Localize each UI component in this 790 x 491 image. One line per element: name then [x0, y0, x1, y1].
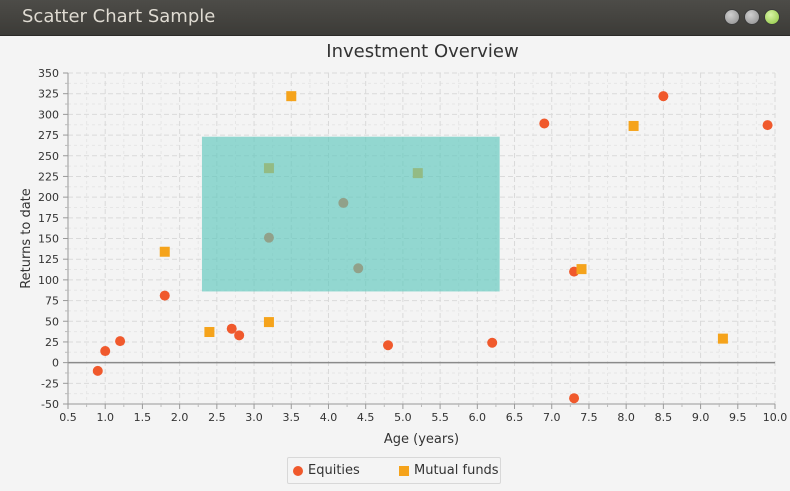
- mutual-funds-point[interactable]: [717, 333, 728, 344]
- y-tick-label: -25: [41, 377, 59, 390]
- x-tick-label: 10.0: [763, 411, 788, 424]
- legend-mutual-funds-label: Mutual funds: [414, 463, 499, 478]
- equities-point[interactable]: [92, 365, 103, 376]
- mutual-funds-point[interactable]: [628, 120, 639, 131]
- highlight-region[interactable]: [201, 136, 500, 292]
- y-tick-label: 0: [52, 357, 59, 370]
- y-tick-label: 125: [38, 253, 59, 266]
- x-tick-label: 9.5: [729, 411, 747, 424]
- x-tick-label: 9.0: [692, 411, 710, 424]
- equities-point[interactable]: [487, 337, 498, 348]
- x-tick-label: 2.0: [171, 411, 189, 424]
- y-tick-label: 100: [38, 274, 59, 287]
- x-tick-label: 6.5: [506, 411, 524, 424]
- mutual-funds-point[interactable]: [204, 327, 215, 338]
- x-tick-label: 0.5: [59, 411, 77, 424]
- y-axis-label: Returns to date: [19, 188, 34, 289]
- equities-point[interactable]: [569, 393, 580, 404]
- y-tick-label: 225: [38, 170, 59, 183]
- x-tick-label: 8.0: [617, 411, 635, 424]
- y-tick-label: 325: [38, 88, 59, 101]
- x-tick-label: 5.5: [431, 411, 449, 424]
- y-tick-label: 150: [38, 233, 59, 246]
- close-button[interactable]: [764, 9, 780, 25]
- equities-point[interactable]: [762, 120, 773, 131]
- y-tick-label: 275: [38, 129, 59, 142]
- y-tick-label: 25: [45, 336, 59, 349]
- x-tick-label: 6.0: [469, 411, 487, 424]
- mutual-funds-point[interactable]: [159, 246, 170, 257]
- equities-point[interactable]: [159, 290, 170, 301]
- y-tick-label: 175: [38, 212, 59, 225]
- y-tick-label: 300: [38, 108, 59, 121]
- x-tick-label: 4.5: [357, 411, 375, 424]
- equities-point[interactable]: [658, 91, 669, 102]
- x-tick-label: 5.0: [394, 411, 412, 424]
- x-tick-label: 4.0: [320, 411, 338, 424]
- equities-point[interactable]: [100, 346, 111, 357]
- legend-mutual-funds-marker: [399, 466, 409, 476]
- equities-point[interactable]: [234, 330, 245, 341]
- x-tick-label: 1.0: [96, 411, 114, 424]
- y-tick-label: 250: [38, 150, 59, 163]
- chart-area: 0.5 1.0 1.5 2.0 2.5 3.0 3.5 4.0 4.5 5.0 5.5 6.0 6.5 7…: [0, 36, 790, 491]
- title-bar[interactable]: Scatter Chart Sample: [0, 0, 790, 36]
- equities-point[interactable]: [226, 323, 237, 334]
- x-tick-label: 3.5: [283, 411, 301, 424]
- y-tick-label: 50: [45, 315, 59, 328]
- mutual-funds-point[interactable]: [263, 317, 274, 328]
- y-tick-label: 350: [38, 67, 59, 80]
- equities-point[interactable]: [115, 336, 126, 347]
- mutual-funds-point[interactable]: [286, 91, 297, 102]
- x-tick-label: 7.0: [543, 411, 561, 424]
- equities-point[interactable]: [383, 340, 394, 351]
- x-tick-label: 3.0: [245, 411, 263, 424]
- legend-equities-label: Equities: [308, 463, 360, 478]
- minimize-button[interactable]: [724, 9, 740, 25]
- maximize-button[interactable]: [744, 9, 760, 25]
- x-tick-label: 8.5: [655, 411, 673, 424]
- equities-point[interactable]: [539, 118, 550, 129]
- y-tick-label: -50: [41, 398, 59, 411]
- chart-title: Investment Overview: [326, 41, 518, 62]
- window-title: Scatter Chart Sample: [22, 6, 216, 27]
- mutual-funds-point[interactable]: [576, 264, 587, 275]
- y-tick-label: 200: [38, 191, 59, 204]
- x-tick-label: 7.5: [580, 411, 598, 424]
- scatter-chart: 0.5 1.0 1.5 2.0 2.5 3.0 3.5 4.0 4.5 5.0 5.5 6.0 6.5 7…: [19, 41, 788, 447]
- x-axis-label: Age (years): [384, 432, 459, 447]
- y-tick-label: 75: [45, 295, 59, 308]
- x-tick-label: 2.5: [208, 411, 226, 424]
- x-tick-label: 1.5: [134, 411, 152, 424]
- legend-equities-marker: [293, 466, 303, 476]
- chart-legend: Equities Mutual funds: [287, 457, 501, 484]
